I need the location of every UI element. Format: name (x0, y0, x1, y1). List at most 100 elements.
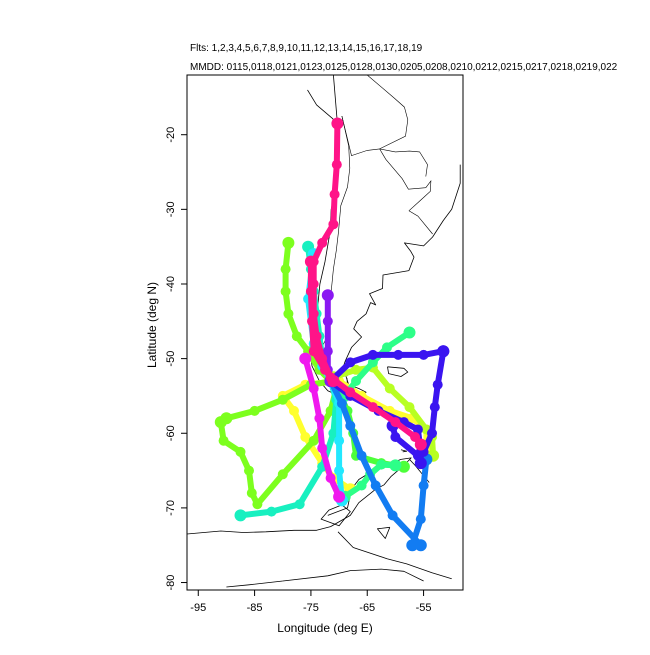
coastline-6 (320, 504, 351, 527)
track-point (291, 331, 302, 342)
track-point (317, 237, 328, 248)
x-axis-label: Longitude (deg E) (277, 621, 372, 635)
track-point (336, 398, 347, 409)
track-point (266, 506, 277, 517)
track-point (418, 349, 429, 360)
border-5 (408, 210, 433, 235)
track-point (252, 499, 263, 510)
track-point (294, 499, 305, 510)
border-7 (379, 148, 428, 177)
y-tick-label: -30 (165, 201, 177, 217)
track-point (308, 435, 319, 446)
track-point (376, 459, 387, 470)
track-segment (409, 456, 430, 549)
track-point (389, 459, 402, 472)
track-point (317, 443, 328, 454)
track-point (328, 428, 339, 439)
track-point (299, 352, 312, 365)
track-point (333, 490, 346, 503)
track-point (327, 375, 340, 387)
track-point (414, 457, 427, 470)
coastline-8 (337, 531, 452, 580)
track-point (432, 379, 443, 390)
track-point (322, 316, 333, 327)
dates-header: MMDD: 0115,0118,0121,0123,0125,0128,0130… (190, 62, 618, 73)
track-point (234, 509, 247, 522)
track-point (277, 469, 288, 480)
axes: -95 -85 -75 -65 -55 -20 -30 -40 -50 -60 -70 -80 (165, 127, 432, 614)
track-point (320, 364, 330, 375)
track-point (387, 510, 398, 521)
track-point (325, 473, 336, 483)
track-point (345, 420, 356, 431)
track-point (415, 514, 426, 525)
track-point (214, 416, 227, 429)
track-point (367, 349, 378, 360)
track-point (244, 465, 254, 476)
border-4 (379, 148, 432, 212)
y-tick-label: -50 (165, 351, 177, 367)
track-point (367, 402, 378, 413)
track-point (356, 450, 367, 461)
track-point (427, 428, 437, 439)
track-point (282, 236, 295, 249)
track-point (382, 342, 392, 353)
track-point (393, 349, 404, 360)
track-point (218, 435, 229, 446)
track-point (280, 286, 291, 297)
track-point (351, 364, 361, 375)
track-point (367, 357, 378, 368)
x-tick-label: -75 (303, 602, 319, 614)
track-point (437, 345, 450, 358)
track-point (322, 346, 333, 357)
track-point (403, 326, 416, 339)
track-point (390, 432, 401, 442)
track-point (289, 405, 299, 416)
plot-frame (186, 74, 464, 591)
track-point (414, 438, 427, 451)
track-point (345, 387, 356, 398)
track-point (277, 394, 288, 405)
border-3 (341, 116, 380, 156)
y-tick-label: -70 (165, 500, 177, 516)
y-tick-label: -60 (165, 425, 177, 441)
track-point (308, 383, 319, 394)
coastline-7 (376, 526, 391, 539)
border-6 (367, 75, 409, 150)
track-point (305, 286, 316, 297)
coastline-2 (307, 89, 338, 124)
track-point (429, 402, 440, 413)
track-point (304, 255, 317, 268)
flights-header: Flts: 1,2,3,4,5,6,7,8,9,10,11,12,13,14,1… (190, 43, 423, 54)
x-tick-label: -85 (247, 602, 263, 614)
track-point (314, 413, 325, 424)
track-point (280, 264, 291, 275)
track-point (356, 480, 367, 491)
coastline-4 (519, 387, 530, 391)
flight-track-11 (299, 352, 346, 503)
track-point (235, 446, 246, 457)
track-point (328, 219, 339, 230)
track-point (384, 383, 395, 394)
y-axis-label: Latitude (deg N) (145, 282, 159, 368)
track-point (345, 357, 356, 368)
track-point (406, 539, 419, 552)
track-point (418, 480, 429, 491)
track-point (283, 308, 294, 319)
track-point (351, 376, 361, 386)
coastline-10 (226, 580, 283, 588)
y-tick-label: -80 (165, 575, 177, 591)
coastline-13 (400, 449, 408, 453)
track-point (300, 432, 311, 442)
track-point (331, 159, 342, 170)
track-point (308, 346, 319, 357)
x-tick-label: -55 (416, 602, 432, 614)
flight-track-12 (304, 117, 427, 451)
track-point (334, 435, 345, 446)
track-point (249, 405, 260, 416)
track-point (404, 402, 415, 413)
track-point (412, 424, 423, 435)
coastline-9 (282, 568, 424, 582)
